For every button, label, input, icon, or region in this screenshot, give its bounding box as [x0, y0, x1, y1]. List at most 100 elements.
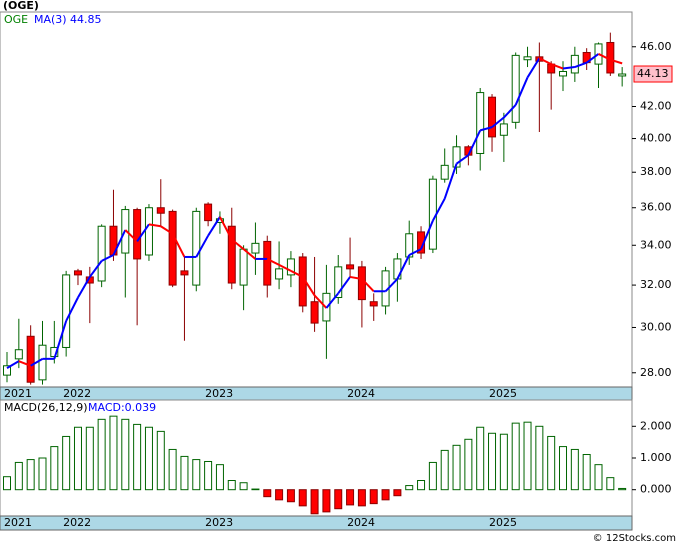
- y-tick-label: 34.00: [640, 238, 672, 251]
- candle-body: [73, 270, 82, 276]
- macd-bar: [121, 418, 130, 491]
- candle-body: [26, 335, 35, 383]
- ma-segment: [455, 154, 469, 165]
- candle-body: [618, 73, 627, 77]
- ma-segment: [443, 163, 458, 199]
- macd-bar: [334, 489, 343, 510]
- ma-segment: [231, 238, 245, 250]
- ma-segment: [550, 63, 564, 70]
- ma-segment: [195, 235, 209, 258]
- macd-bar: [346, 489, 355, 506]
- y-tick-label: 40.00: [640, 132, 672, 145]
- ma-segment: [207, 216, 221, 237]
- macd-bar: [215, 464, 224, 491]
- last-price-box: [633, 65, 673, 83]
- candle-body: [192, 210, 201, 286]
- candle-body: [275, 268, 284, 280]
- macd-bar: [286, 489, 295, 503]
- x-tick-label: 2025: [489, 516, 517, 529]
- ma-segment: [598, 53, 611, 61]
- candle-body: [570, 54, 579, 74]
- candle-body: [523, 56, 532, 61]
- macd-bar: [144, 426, 153, 491]
- macd-bar: [381, 489, 390, 501]
- ma-segment: [136, 223, 150, 242]
- macd-bar: [180, 455, 189, 491]
- ma-segment: [396, 254, 411, 280]
- macd-bar: [393, 489, 402, 497]
- macd-bar: [606, 477, 615, 491]
- ma-segment: [171, 233, 186, 258]
- candle-body: [3, 365, 11, 376]
- candle-body: [346, 264, 355, 270]
- macd-bar: [298, 489, 307, 507]
- macd-bar: [452, 444, 461, 491]
- macd-bar: [3, 476, 11, 491]
- macd-bar: [405, 485, 414, 491]
- chart-title: (OGE): [3, 0, 39, 12]
- ma-segment: [219, 216, 233, 240]
- macd-bar: [26, 459, 35, 491]
- x-axis-strip: [0, 386, 633, 401]
- ma-segment: [30, 357, 43, 367]
- candle-body: [97, 225, 106, 282]
- ma-segment: [124, 229, 138, 243]
- y-tick-label: 0.000: [640, 483, 672, 496]
- ma-segment: [301, 276, 316, 296]
- y-tick-label: 36.00: [640, 201, 672, 214]
- macd-bar: [582, 454, 591, 491]
- ma-segment: [349, 275, 363, 280]
- macd-bar: [464, 438, 473, 491]
- candle-body: [168, 210, 177, 286]
- y-tick-label: 2.000: [640, 419, 672, 432]
- macd-bar: [322, 489, 331, 513]
- last-price-label: 44.13: [637, 67, 669, 80]
- macd-bar: [97, 418, 106, 491]
- ma-segment: [242, 248, 257, 260]
- candle-body: [62, 274, 71, 348]
- legend-ma-value: 44.85: [70, 13, 102, 26]
- ma-segment: [384, 278, 399, 292]
- macd-bar: [499, 433, 508, 491]
- y-tick-label: 32.00: [640, 278, 672, 291]
- candle-body: [499, 123, 508, 136]
- candle-body: [204, 203, 213, 222]
- ma-segment: [278, 263, 292, 272]
- x-tick-label: 2023: [205, 387, 233, 400]
- candle-body: [251, 242, 260, 254]
- macd-bar: [38, 457, 47, 491]
- candle-body: [369, 301, 378, 307]
- x-tick-label: 2024: [347, 387, 375, 400]
- credit: © 12Stocks.com: [593, 533, 676, 544]
- macd-bar: [369, 489, 378, 505]
- y-tick-label: 42.00: [640, 99, 672, 112]
- candle-body: [227, 225, 236, 284]
- macd-bar: [133, 423, 142, 491]
- candle-body: [440, 164, 449, 180]
- ma-segment: [491, 116, 505, 128]
- ma-segment: [6, 360, 20, 369]
- candle-body: [511, 54, 520, 123]
- macd-bar: [263, 489, 272, 498]
- ma-segment: [18, 360, 32, 367]
- price-panel: [0, 11, 633, 388]
- x-tick-label: 2022: [63, 516, 91, 529]
- macd-value: MACD:0.039: [88, 401, 156, 414]
- ma-segment: [89, 260, 103, 278]
- macd-bar: [523, 421, 532, 491]
- y-tick-label: 28.00: [640, 366, 672, 379]
- ma-segment: [325, 292, 340, 309]
- x-tick-label: 2023: [205, 516, 233, 529]
- ma-segment: [514, 77, 529, 106]
- macd-bar: [109, 415, 118, 491]
- macd-bar: [62, 435, 71, 491]
- candle-body: [14, 349, 23, 360]
- macd-bar: [559, 446, 568, 491]
- candle-body: [239, 248, 248, 286]
- macd-bar: [488, 432, 497, 491]
- macd-bar: [440, 449, 449, 491]
- macd-bar: [85, 426, 94, 491]
- ma-segment: [101, 254, 114, 262]
- candle-body: [38, 344, 47, 381]
